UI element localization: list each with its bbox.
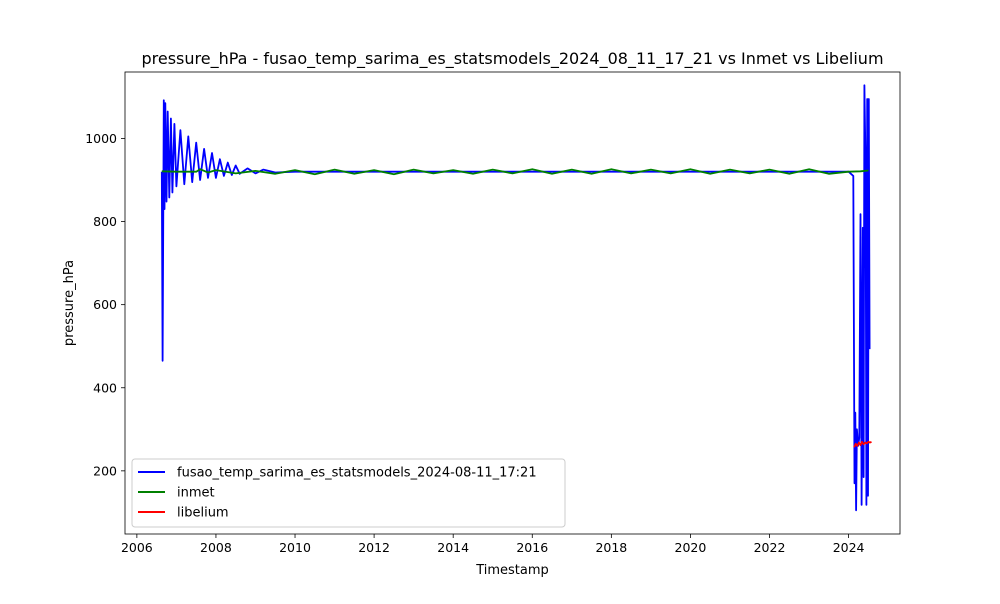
x-tick-label: 2010 [279, 540, 311, 555]
y-tick-label: 800 [93, 214, 117, 229]
chart-title: pressure_hPa - fusao_temp_sarima_es_stat… [141, 49, 883, 69]
axes-frame [124, 71, 901, 535]
x-axis-label: Timestamp [475, 563, 549, 578]
series-line-inmet [161, 168, 869, 176]
legend-label-forecast: fusao_temp_sarima_es_statsmodels_2024-08… [177, 466, 537, 481]
y-tick-label: 600 [93, 297, 117, 312]
axis-ticks: 2006 2008 2010 2012 2014 2016 2018 2020 2022 2024… [85, 131, 864, 555]
legend-frame [131, 458, 566, 528]
y-tick-label: 400 [93, 380, 117, 395]
legend-label-inmet: inmet [177, 486, 215, 501]
x-tick-label: 2012 [358, 540, 390, 555]
series-group [160, 84, 872, 512]
x-tick-label: 2016 [516, 540, 548, 555]
x-tick-label: 2018 [595, 540, 627, 555]
legend-label-libelium: libelium [177, 506, 229, 521]
x-tick-label: 2006 [121, 540, 153, 555]
plot-area [160, 84, 872, 512]
y-axis-label: pressure_hPa [62, 260, 77, 346]
x-tick-label: 2020 [675, 540, 707, 555]
y-tick-label: 200 [93, 463, 117, 478]
x-tick-label: 2024 [833, 540, 865, 555]
x-tick-label: 2008 [200, 540, 232, 555]
legend: fusao_temp_sarima_es_statsmodels_2024-08… [131, 458, 566, 528]
x-tick-label: 2014 [437, 540, 469, 555]
y-tick-label: 1000 [85, 131, 117, 146]
x-tick-label: 2022 [754, 540, 786, 555]
series-line-libelium [853, 440, 872, 448]
